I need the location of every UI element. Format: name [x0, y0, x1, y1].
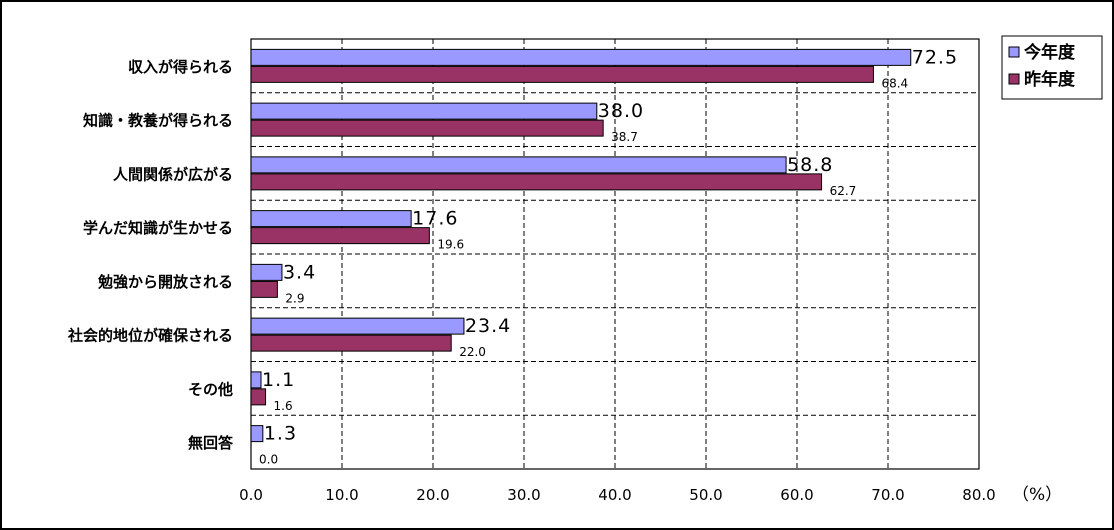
legend-swatch [1008, 46, 1020, 58]
data-label-last-year: 0.0 [259, 453, 278, 467]
category-label: 学んだ知識が生かせる [83, 219, 233, 237]
category-label: 人間関係が広がる [113, 165, 233, 183]
x-tick-label: 40.0 [598, 486, 631, 504]
x-unit-label: （%） [1012, 485, 1062, 505]
data-label-last-year: 68.4 [881, 76, 908, 90]
x-tick-label: 60.0 [780, 486, 813, 504]
category-label: 知識・教養が得られる [83, 112, 233, 130]
data-label-last-year: 62.7 [830, 184, 857, 198]
data-label-this-year: 1.3 [264, 423, 297, 445]
bar-this-year [250, 317, 465, 335]
category-label: 勉強から開放される [97, 273, 233, 291]
data-label-this-year: 72.5 [912, 46, 958, 68]
x-tick-label: 50.0 [689, 486, 722, 504]
bar-this-year [250, 371, 262, 389]
data-label-this-year: 58.8 [787, 154, 833, 176]
x-tick-label: 70.0 [871, 486, 904, 504]
data-label-this-year: 1.1 [262, 369, 295, 391]
x-tick-label: 80.0 [962, 486, 995, 504]
plot-area: 0.0 10.0 20.0 30.0 40.0 50.0 60.0 70.0 80.0 （%） 収入… [67, 38, 1062, 505]
bar-last-year [250, 334, 452, 352]
bar-this-year [250, 263, 283, 281]
category-label: 収入が得られる [128, 58, 233, 76]
data-label-this-year: 23.4 [465, 315, 511, 337]
x-tick-label: 30.0 [507, 486, 540, 504]
bar-this-year [250, 102, 598, 120]
legend-label: 今年度 [1024, 42, 1076, 63]
data-label-last-year: 19.6 [437, 238, 464, 252]
category-label: 無回答 [188, 434, 234, 452]
data-label-last-year: 38.7 [611, 130, 638, 144]
data-label-last-year: 2.9 [285, 291, 304, 305]
category-label: 社会的地位が確保される [67, 327, 233, 345]
bar-last-year [250, 65, 874, 83]
x-tick-label: 0.0 [239, 486, 263, 504]
data-label-last-year: 22.0 [459, 345, 486, 359]
bar-last-year [250, 388, 267, 406]
legend-label: 昨年度 [1024, 69, 1076, 90]
x-tick-label: 20.0 [416, 486, 449, 504]
data-label-this-year: 38.0 [598, 100, 644, 122]
data-label-this-year: 3.4 [283, 261, 316, 283]
legend-swatch [1008, 73, 1020, 85]
bar-this-year [250, 425, 264, 443]
bar-this-year [250, 156, 787, 174]
data-label-last-year: 1.6 [274, 399, 293, 413]
bar-last-year [250, 173, 823, 191]
x-tick-label: 10.0 [325, 486, 358, 504]
bar-last-year [250, 280, 278, 298]
data-label-this-year: 17.6 [412, 208, 458, 230]
bar-this-year [250, 210, 412, 228]
bar-last-year [250, 227, 430, 245]
bar-last-year [250, 119, 604, 137]
category-label: その他 [188, 380, 233, 398]
bar-this-year [250, 48, 912, 66]
